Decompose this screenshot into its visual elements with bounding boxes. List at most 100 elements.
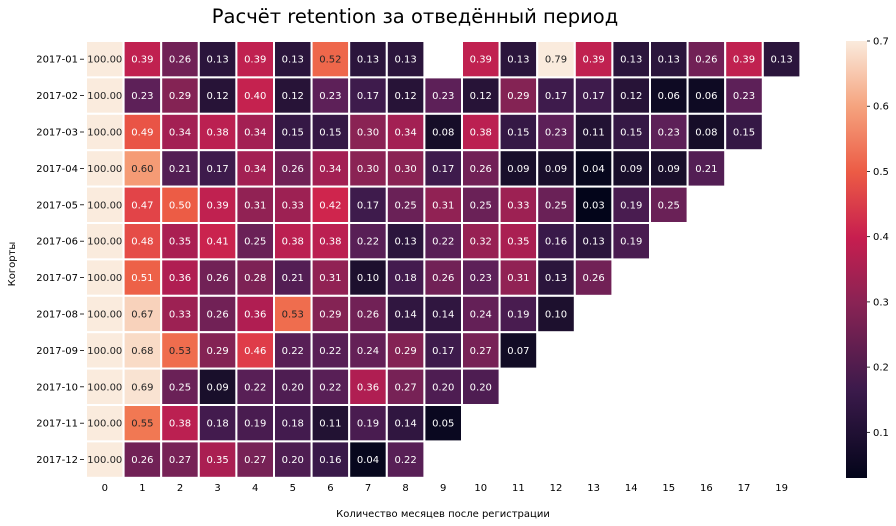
x-tick-label: 19: [775, 483, 788, 494]
colorbar-tick-label: 0.7: [873, 37, 889, 48]
cell-value-label: 0.23: [131, 91, 153, 102]
cell-value-label: 0.20: [282, 382, 304, 393]
cell-value-label: 0.35: [206, 455, 228, 466]
cell-value-label: 0.13: [770, 55, 792, 66]
heatmap-cell: [611, 149, 652, 188]
heatmap-cell: [235, 76, 275, 115]
cell-value-label: 0.67: [131, 310, 153, 321]
x-tick-label: 1: [139, 483, 145, 494]
cell-value-label: 0.31: [319, 273, 341, 284]
cell-value-label: 0.38: [470, 128, 492, 139]
y-tick-label: 2017-01: [36, 55, 78, 66]
cell-value-label: 0.31: [507, 273, 529, 284]
heatmap-cell: [273, 294, 313, 334]
heatmap-cell: [536, 76, 576, 115]
cell-value-label: 0.51: [131, 273, 153, 284]
cell-value-label: 0.16: [545, 237, 567, 248]
cell-value-label: 0.17: [357, 200, 379, 211]
cell-value-label: 0.17: [545, 91, 567, 102]
cell-value-label: 100.00: [87, 382, 122, 393]
cell-value-label: 0.10: [357, 273, 379, 284]
cell-value-label: 0.15: [319, 128, 341, 139]
cell-value-label: 0.27: [169, 455, 191, 466]
cell-value-label: 0.12: [394, 91, 416, 102]
heatmap-cell: [573, 112, 614, 152]
heatmap-cell: [498, 149, 539, 188]
heatmap-cell: [461, 185, 501, 225]
cell-value-label: 0.26: [282, 164, 304, 175]
cell-value-label: 0.33: [282, 200, 304, 211]
cell-value-label: 0.35: [507, 237, 529, 248]
cell-value-label: 0.14: [394, 310, 416, 321]
cell-value-label: 0.22: [282, 346, 304, 357]
x-tick-label: 10: [474, 483, 487, 494]
cell-value-label: 0.29: [319, 310, 341, 321]
cell-value-label: 0.26: [206, 310, 228, 321]
cell-value-label: 0.04: [357, 455, 379, 466]
cell-value-label: 0.60: [131, 164, 153, 175]
heatmap-cell: [611, 222, 652, 261]
cell-value-label: 0.24: [357, 346, 379, 357]
heatmap-cell: [461, 222, 501, 261]
heatmap-cell: [498, 112, 539, 152]
cell-value-label: 0.22: [319, 382, 341, 393]
cell-value-label: 0.21: [282, 273, 304, 284]
heatmap-cell: [273, 440, 313, 479]
cell-value-label: 0.26: [470, 164, 492, 175]
cell-value-label: 0.28: [244, 273, 266, 284]
cell-value-label: 0.39: [244, 55, 266, 66]
heatmap-cell: [310, 367, 351, 407]
heatmap-cell: [536, 294, 576, 334]
heatmap-cell: [122, 76, 163, 115]
cell-value-label: 0.26: [582, 273, 604, 284]
y-tick-label: 2017-06: [36, 237, 78, 248]
heatmap-cell: [197, 440, 238, 479]
heatmap-cell: [724, 40, 764, 79]
cell-value-label: 0.38: [169, 419, 191, 430]
heatmap-cell: [310, 185, 351, 225]
heatmap-cell: [197, 294, 238, 334]
colorbar-tick-label: 0.2: [873, 363, 889, 374]
heatmap-cell: [85, 440, 125, 479]
cell-value-label: 0.26: [169, 55, 191, 66]
heatmap-cell: [686, 40, 727, 79]
heatmap-cell: [85, 185, 125, 225]
heatmap-cell: [536, 258, 576, 297]
cell-value-label: 0.26: [432, 273, 454, 284]
heatmap-cell: [122, 440, 163, 479]
cell-value-label: 0.18: [394, 273, 416, 284]
heatmap-cell: [498, 331, 539, 370]
cell-value-label: 0.47: [131, 200, 153, 211]
cell-value-label: 0.53: [282, 310, 304, 321]
x-tick-label: 15: [662, 483, 675, 494]
cell-value-label: 0.34: [244, 128, 266, 139]
heatmap-cell: [85, 149, 125, 188]
cell-value-label: 0.26: [131, 455, 153, 466]
cell-value-label: 0.03: [582, 200, 604, 211]
cell-value-label: 0.33: [169, 310, 191, 321]
cell-value-label: 0.11: [319, 419, 341, 430]
heatmap-cell: [348, 367, 388, 407]
cell-value-label: 0.31: [432, 200, 454, 211]
x-tick-label: 7: [365, 483, 371, 494]
y-axis-label: Когорты: [7, 242, 18, 287]
cell-value-label: 0.34: [394, 128, 416, 139]
cell-value-label: 0.15: [282, 128, 304, 139]
cell-value-label: 0.55: [131, 419, 153, 430]
cell-value-label: 100.00: [87, 273, 122, 284]
heatmap-cell: [423, 294, 463, 334]
heatmap-cell: [385, 76, 426, 115]
cell-value-label: 0.24: [470, 310, 492, 321]
cell-value-label: 0.13: [545, 273, 567, 284]
x-tick-label: 16: [700, 483, 713, 494]
heatmap-cell: [423, 185, 463, 225]
cell-value-label: 0.39: [131, 55, 153, 66]
cell-value-label: 0.38: [282, 237, 304, 248]
cell-value-label: 0.26: [695, 55, 717, 66]
cell-value-label: 0.39: [582, 55, 604, 66]
y-tick-label: 2017-09: [36, 346, 78, 357]
cell-value-label: 0.25: [545, 200, 567, 211]
heatmap-cell: [122, 331, 163, 370]
cell-value-label: 0.50: [169, 200, 191, 211]
cell-value-label: 0.38: [319, 237, 341, 248]
